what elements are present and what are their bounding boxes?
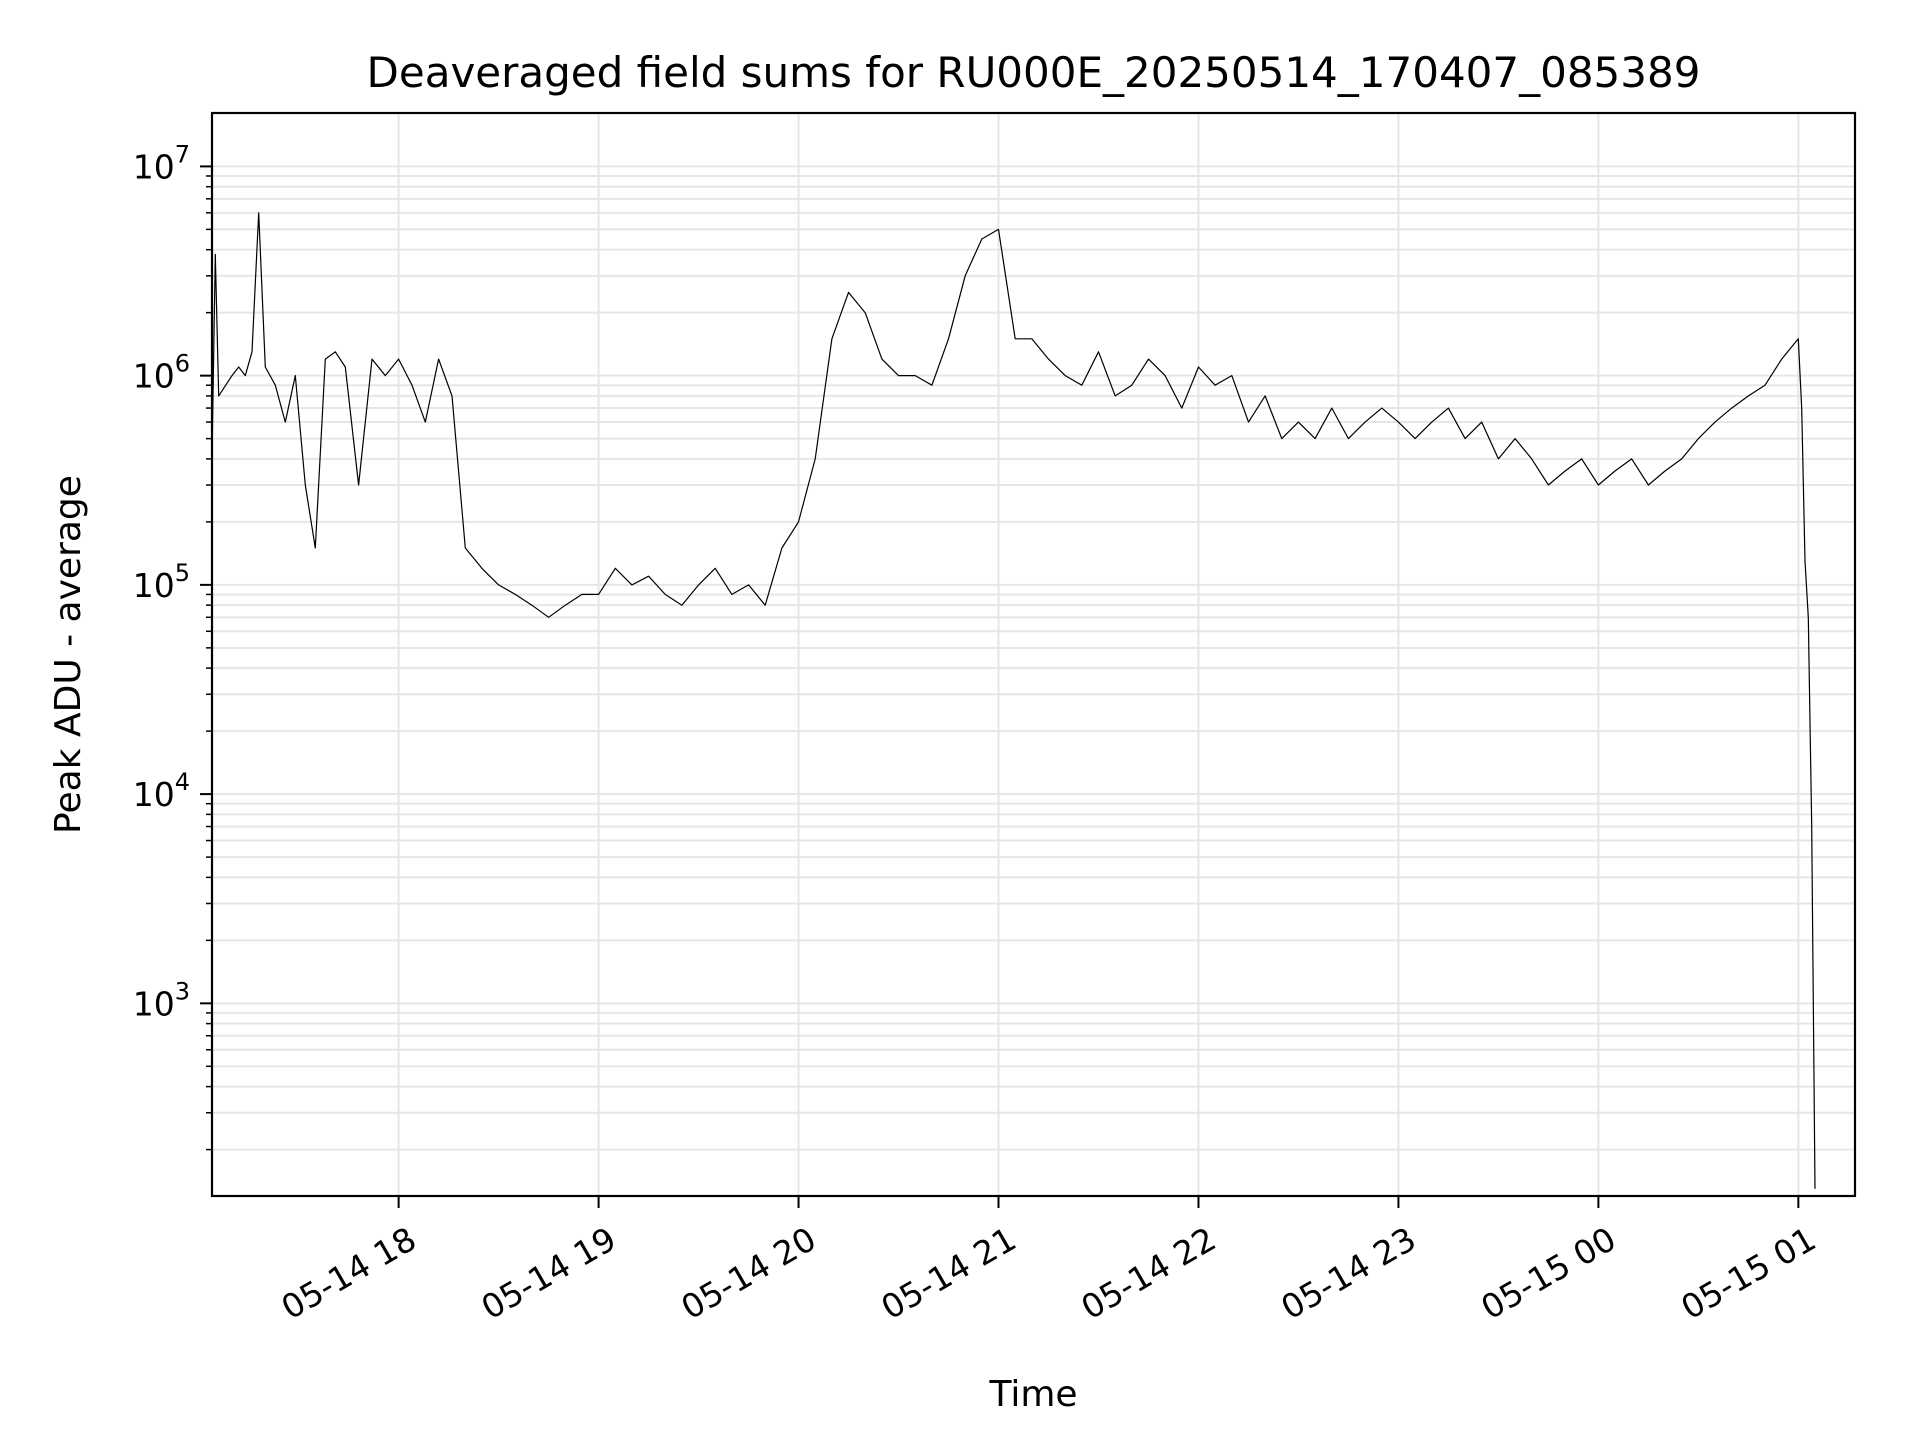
x-tick-label: 05-15 00	[1474, 1219, 1622, 1327]
x-tick-label: 05-14 21	[875, 1219, 1023, 1327]
x-tick-label: 05-14 19	[475, 1219, 623, 1327]
x-tick-label: 05-14 22	[1074, 1219, 1222, 1327]
x-axis-label: Time	[988, 1374, 1077, 1415]
x-tick-label: 05-15 01	[1674, 1219, 1822, 1327]
chart-title: Deaveraged field sums for RU000E_2025051…	[367, 48, 1701, 97]
x-axis: 05-14 18 05-14 19 05-14 20 05-14 21 05-14 22…	[275, 1196, 1822, 1327]
y-tick-label: 105	[133, 559, 190, 605]
y-tick-label: 103	[133, 977, 190, 1023]
y-tick-label: 106	[133, 350, 190, 396]
x-tick-label: 05-14 20	[675, 1219, 823, 1327]
series-line	[211, 212, 1816, 1189]
y-tick-label: 107	[133, 140, 190, 186]
grid	[212, 113, 1855, 1196]
x-tick-label: 05-14 18	[275, 1219, 423, 1327]
y-axis-label: Peak ADU - average	[48, 475, 89, 834]
y-axis: 103 104 105 106 107	[133, 140, 212, 1151]
plot-frame	[210, 111, 1857, 1198]
y-tick-label: 104	[133, 768, 190, 814]
x-tick-label: 05-14 23	[1274, 1219, 1422, 1327]
